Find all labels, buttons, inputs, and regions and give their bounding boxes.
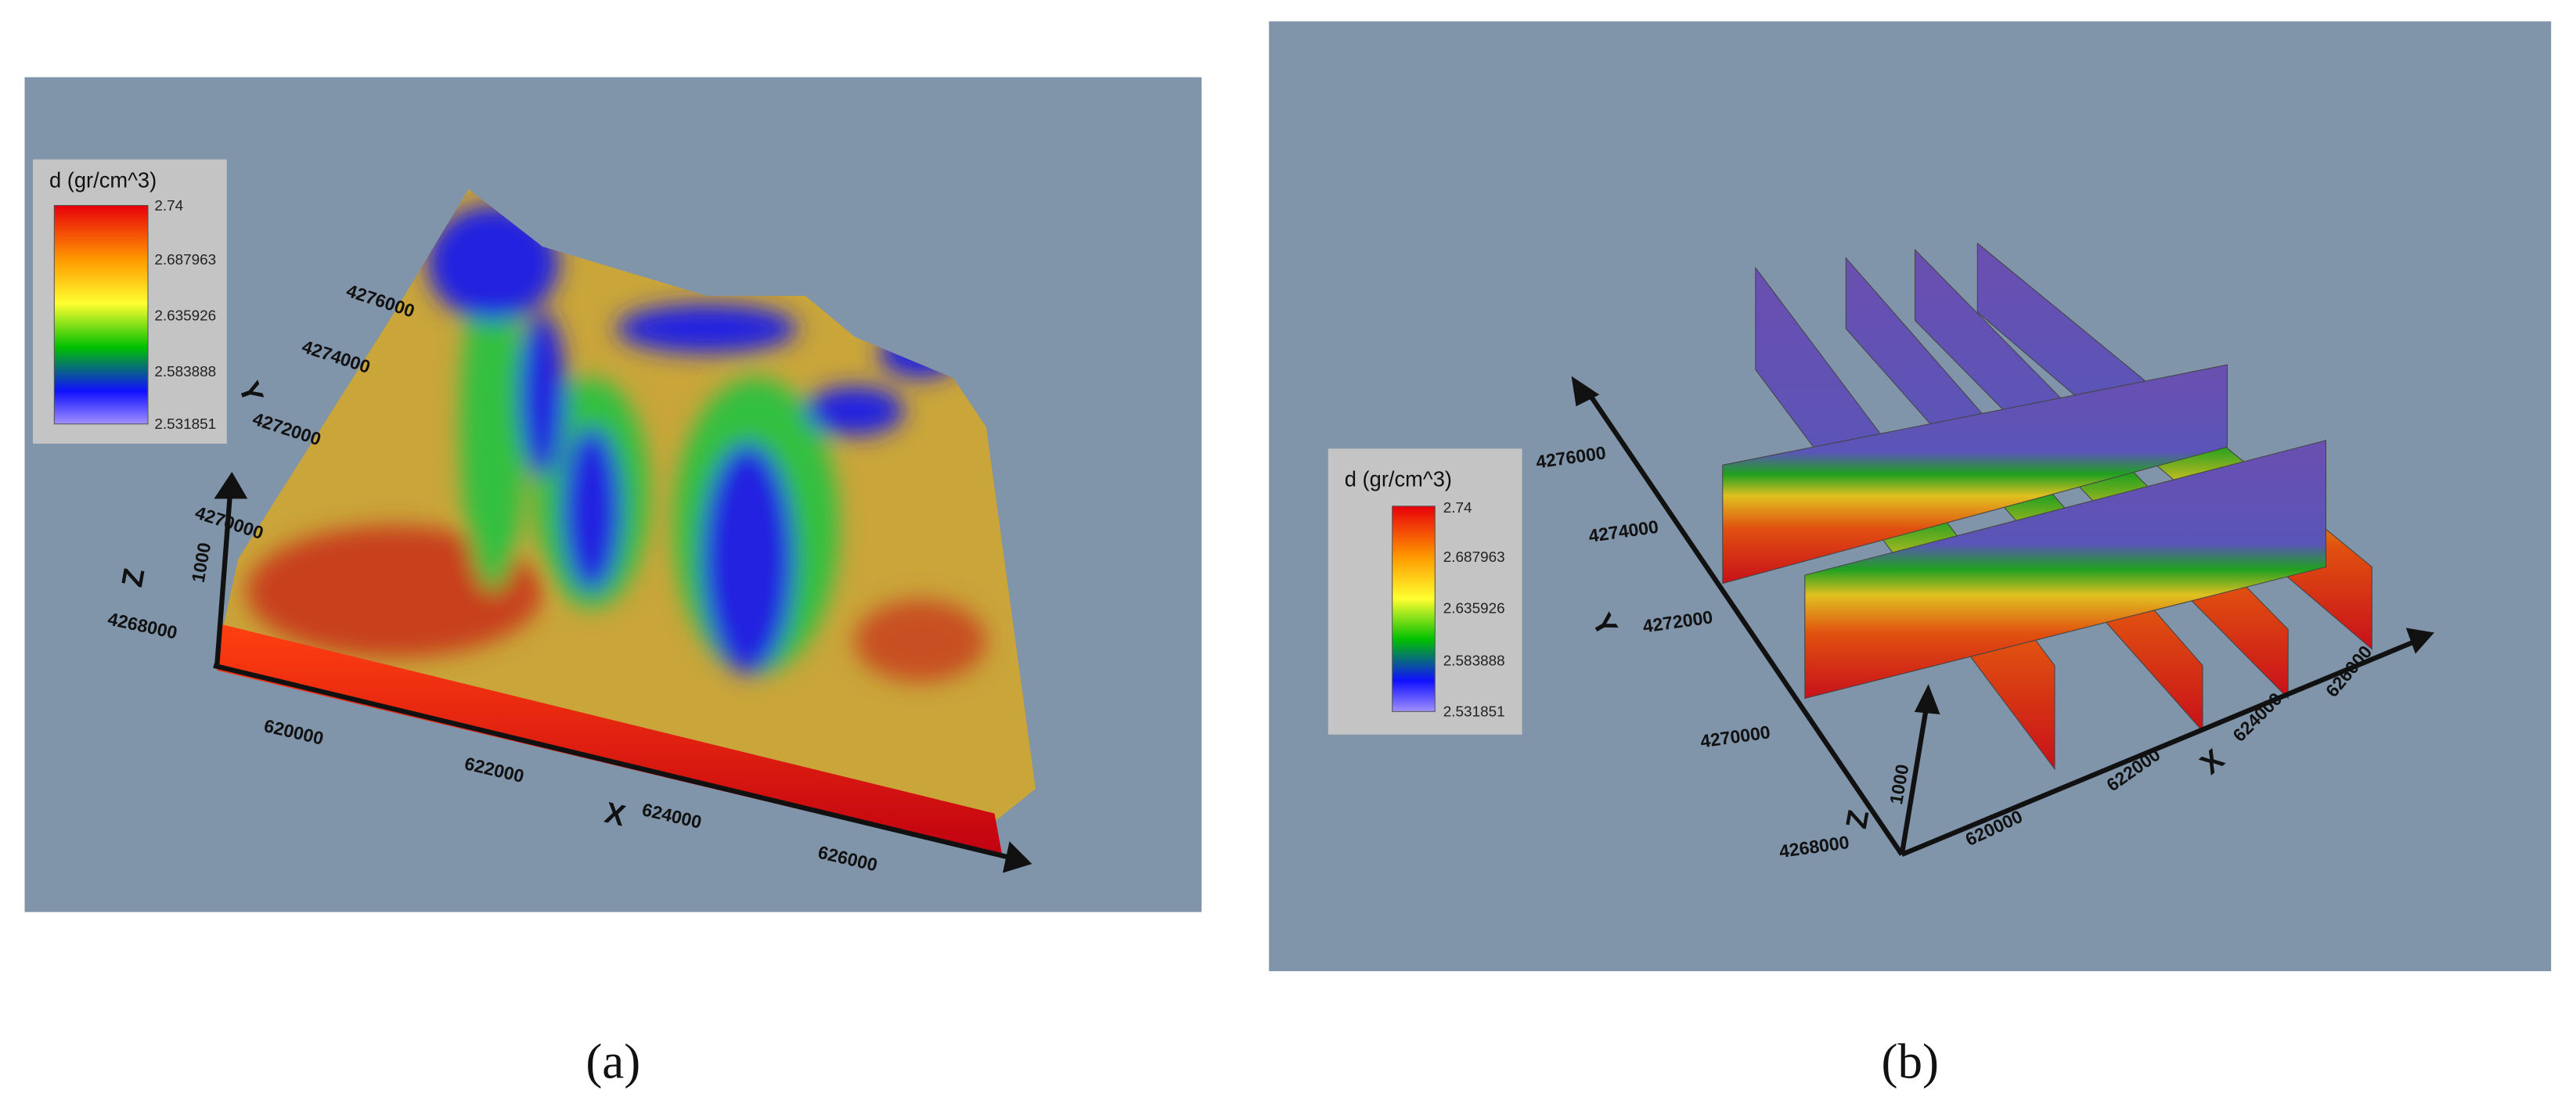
axes-b: [1571, 376, 2434, 857]
colorbar-label: 2.583888: [154, 364, 216, 380]
legend-title: d (gr/cm^3): [49, 167, 157, 192]
axes-a: [213, 472, 1032, 873]
colorbar-label: 2.635926: [1443, 600, 1505, 617]
caption: (a): [585, 1034, 640, 1089]
surface-front: [217, 624, 1003, 858]
colorbar-label: 2.687963: [154, 252, 216, 268]
colorbar-label: 2.74: [154, 198, 183, 214]
colorbar-label: 2.531851: [154, 416, 216, 433]
colorbar-label: 2.74: [1443, 500, 1472, 516]
horizontal-slice: [1804, 440, 2327, 700]
colorbar: [1392, 506, 1436, 712]
horizontal-slice: [1722, 364, 2228, 585]
colorbar: [53, 204, 149, 425]
colorbar-label: 2.687963: [1443, 549, 1505, 566]
caption: (b): [1881, 1034, 1938, 1089]
colorbar-label: 2.531851: [1443, 704, 1505, 721]
colorbar-label: 2.635926: [154, 308, 216, 325]
colorbar-label: 2.583888: [1443, 653, 1505, 670]
legend-title: d (gr/cm^3): [1345, 467, 1452, 491]
